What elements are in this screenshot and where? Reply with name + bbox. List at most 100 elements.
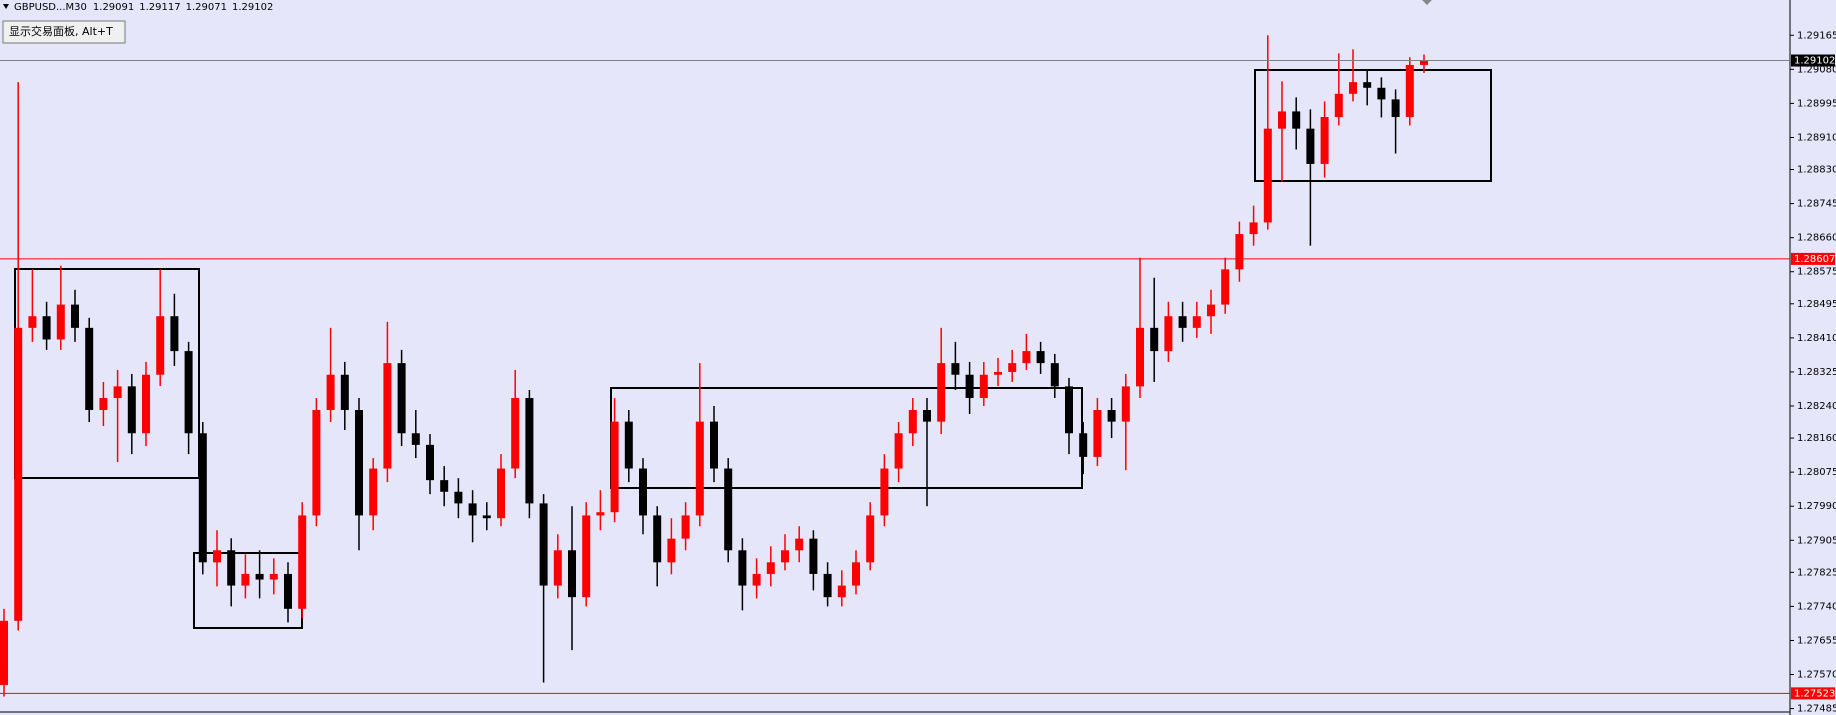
y-tick-label: 1.27655	[1797, 635, 1836, 646]
candle-body	[326, 374, 335, 411]
candle-body	[85, 327, 94, 411]
y-tick-label: 1.27990	[1797, 501, 1836, 512]
candle-body	[284, 573, 292, 609]
candle-body	[28, 316, 37, 328]
candle-body	[979, 374, 988, 398]
candle-body	[355, 410, 363, 516]
candle-body	[1050, 363, 1059, 387]
y-tick-label: 1.28240	[1797, 401, 1836, 412]
candle-body	[42, 316, 51, 340]
candle-body	[14, 327, 23, 621]
candle-body	[227, 550, 236, 586]
menu-arrow[interactable]	[3, 4, 9, 9]
candle-body	[681, 515, 690, 539]
candle-body	[738, 550, 747, 586]
candle-body	[1164, 316, 1173, 352]
y-tick-label: 1.28910	[1797, 132, 1836, 143]
range-box	[1254, 69, 1492, 182]
candle-body	[1405, 64, 1414, 118]
candle-body	[1334, 93, 1343, 118]
y-tick-label: 1.28995	[1797, 98, 1836, 109]
y-tick-label: 1.27825	[1797, 567, 1836, 578]
candle-body	[781, 550, 789, 563]
y-tick-label: 1.28495	[1797, 299, 1836, 310]
y-tick-label: 1.28160	[1797, 433, 1836, 444]
candle-body	[923, 410, 931, 422]
candle-body	[1420, 60, 1428, 65]
candle-body	[1263, 128, 1272, 223]
header-ohlc: 1.29117	[139, 2, 180, 13]
candle-body	[99, 397, 108, 411]
candle-body	[880, 468, 889, 516]
price-label-bg	[1791, 252, 1835, 265]
candle-body	[1036, 351, 1045, 364]
candle-body	[1065, 386, 1073, 434]
candle-body	[411, 433, 420, 445]
candle-body	[497, 468, 505, 519]
candle-body	[937, 363, 946, 422]
candle-body	[454, 491, 463, 504]
header-ohlc: 1.29091	[93, 2, 134, 13]
candle-body	[1278, 111, 1286, 129]
candle-body	[1306, 128, 1315, 164]
candle-body	[1022, 351, 1031, 364]
y-tick-label: 1.28745	[1797, 199, 1836, 210]
candle-body	[468, 503, 477, 516]
candle-body	[1136, 327, 1144, 387]
candle-body	[908, 410, 917, 434]
candle-body	[965, 374, 974, 398]
candle-body	[795, 538, 804, 551]
candle-body	[695, 421, 704, 516]
candle-body	[568, 550, 576, 598]
candle-body	[639, 468, 647, 516]
y-tick-label: 1.27570	[1797, 670, 1836, 681]
candle-body	[724, 468, 733, 551]
y-tick-label: 1.28660	[1797, 233, 1836, 244]
candle-body	[1008, 363, 1017, 372]
candle-body	[852, 562, 860, 586]
candle-body	[809, 538, 818, 574]
candle-body	[184, 351, 193, 434]
candle-body	[1377, 87, 1386, 100]
candle-body	[127, 386, 136, 434]
candle-body	[1221, 269, 1230, 305]
candle-body	[312, 410, 321, 516]
candle-body	[582, 515, 591, 598]
y-tick-label: 1.27485	[1797, 704, 1836, 715]
candle-body	[213, 550, 221, 563]
candle-body	[71, 304, 79, 328]
candle-body	[951, 363, 960, 375]
candle-body	[426, 444, 434, 481]
candle-body	[1079, 433, 1088, 457]
price-label-bg	[1791, 687, 1835, 700]
header-ohlc: 1.29071	[186, 2, 227, 13]
candle-body	[440, 480, 449, 492]
price-label: 1.28607	[1794, 254, 1835, 265]
tooltip-box	[2, 20, 126, 44]
y-tick-label: 1.27905	[1797, 535, 1836, 546]
y-tick-label: 1.28830	[1797, 165, 1836, 176]
price-label: 1.27523	[1794, 688, 1835, 699]
candle-body	[298, 515, 307, 609]
price-label-bg	[1791, 54, 1835, 67]
candle-body	[994, 371, 1002, 375]
candle-body	[0, 620, 8, 685]
candle-body	[823, 573, 832, 598]
candle-body	[710, 421, 718, 469]
candle-body	[482, 515, 491, 519]
candle-body	[1192, 316, 1201, 328]
candle-body	[1150, 327, 1159, 352]
shift-marker	[1422, 0, 1432, 5]
candle-body	[170, 316, 179, 352]
candle-body	[1207, 304, 1215, 317]
candle-body	[610, 421, 619, 513]
candle-body	[1107, 410, 1116, 422]
candle-body	[113, 386, 122, 398]
candle-body	[1349, 82, 1357, 94]
candle-body	[511, 397, 520, 469]
candle-body	[1235, 234, 1244, 270]
y-tick-label: 1.29165	[1797, 30, 1836, 41]
